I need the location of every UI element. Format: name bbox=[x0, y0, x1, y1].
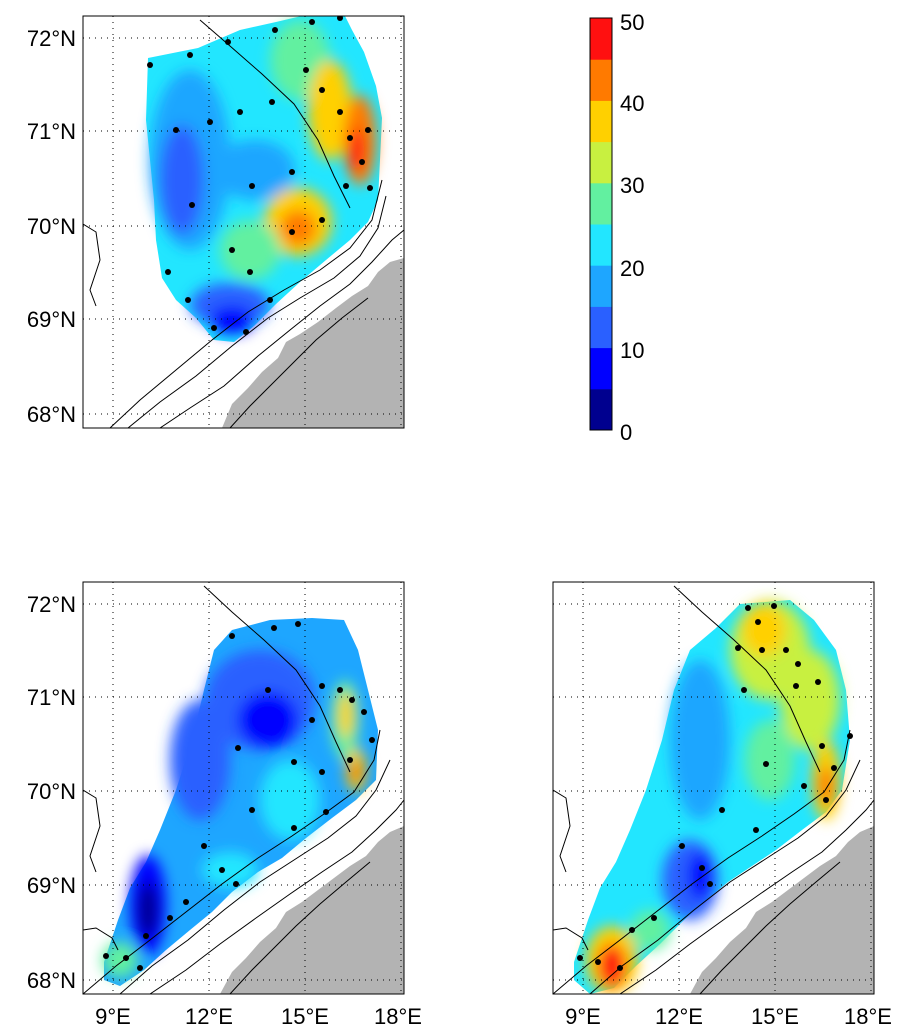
lat-tick-label: 68°N bbox=[27, 402, 76, 427]
colorbar-segments bbox=[590, 18, 612, 431]
lat-tick-label: 70°N bbox=[27, 214, 76, 239]
lat-tick-labels-bottom-left: 72°N 71°N 70°N 69°N 68°N bbox=[27, 592, 76, 993]
map-panel-top-left bbox=[82, 15, 405, 429]
station-markers bbox=[577, 603, 853, 971]
lon-tick-label: 18°E bbox=[374, 1004, 422, 1029]
colorbar-tick-label: 10 bbox=[620, 338, 644, 363]
lat-tick-label: 70°N bbox=[27, 779, 76, 804]
lon-tick-label: 9°E bbox=[95, 1004, 131, 1029]
station-markers bbox=[147, 16, 373, 335]
lat-tick-labels-top-left: 72°N 71°N 70°N 69°N 68°N bbox=[27, 26, 76, 427]
colorbar-border bbox=[589, 17, 613, 431]
map-border bbox=[552, 581, 875, 995]
isobath-contours bbox=[83, 19, 404, 428]
colorbar-tick-label: 40 bbox=[620, 91, 644, 116]
lon-tick-labels-bottom-left: 9°E 12°E 15°E 18°E bbox=[95, 1004, 422, 1029]
isobath-contours bbox=[83, 585, 404, 994]
lon-tick-label: 12°E bbox=[185, 1004, 233, 1029]
lat-tick-label: 68°N bbox=[27, 968, 76, 993]
colorbar-segment bbox=[590, 265, 612, 307]
data-field bbox=[102, 618, 378, 986]
colorbar-segment bbox=[590, 100, 612, 143]
lat-tick-label: 71°N bbox=[27, 119, 76, 144]
colorbar-tick-labels: 50 40 30 20 10 0 bbox=[620, 10, 644, 445]
colorbar-segment bbox=[590, 347, 612, 390]
lat-tick-label: 69°N bbox=[27, 873, 76, 898]
map-panel-bottom-left bbox=[82, 581, 405, 995]
map-border bbox=[82, 581, 405, 995]
lon-tick-label: 9°E bbox=[565, 1004, 601, 1029]
colorbar-segment bbox=[590, 306, 612, 349]
lat-tick-label: 72°N bbox=[27, 592, 76, 617]
lon-tick-label: 15°E bbox=[281, 1004, 329, 1029]
lon-tick-label: 15°E bbox=[751, 1004, 799, 1029]
lat-tick-label: 72°N bbox=[27, 26, 76, 51]
lat-tick-label: 69°N bbox=[27, 307, 76, 332]
data-field bbox=[146, 16, 382, 342]
station-markers bbox=[103, 621, 375, 971]
colorbar-segment bbox=[590, 18, 612, 60]
lon-tick-labels-bottom-right: 9°E 12°E 15°E 18°E bbox=[565, 1004, 892, 1029]
land-mass bbox=[220, 826, 404, 994]
land-mass bbox=[690, 826, 874, 994]
lat-tick-label: 71°N bbox=[27, 685, 76, 710]
map-border bbox=[82, 15, 405, 429]
colorbar-tick-label: 50 bbox=[620, 10, 644, 35]
colorbar: 50 40 30 20 10 0 bbox=[589, 10, 644, 445]
colorbar-segment bbox=[590, 182, 612, 225]
data-field bbox=[574, 600, 850, 994]
colorbar-segment bbox=[590, 388, 612, 431]
isobath-contours bbox=[553, 585, 874, 994]
colorbar-segment bbox=[590, 59, 612, 101]
colorbar-segment bbox=[590, 141, 612, 184]
lon-tick-label: 18°E bbox=[844, 1004, 892, 1029]
colorbar-tick-label: 0 bbox=[620, 420, 632, 445]
colorbar-segment bbox=[590, 224, 612, 266]
lon-tick-label: 12°E bbox=[655, 1004, 703, 1029]
map-panel-bottom-right bbox=[552, 581, 875, 995]
colorbar-tick-label: 20 bbox=[620, 256, 644, 281]
colorbar-tick-label: 30 bbox=[620, 173, 644, 198]
